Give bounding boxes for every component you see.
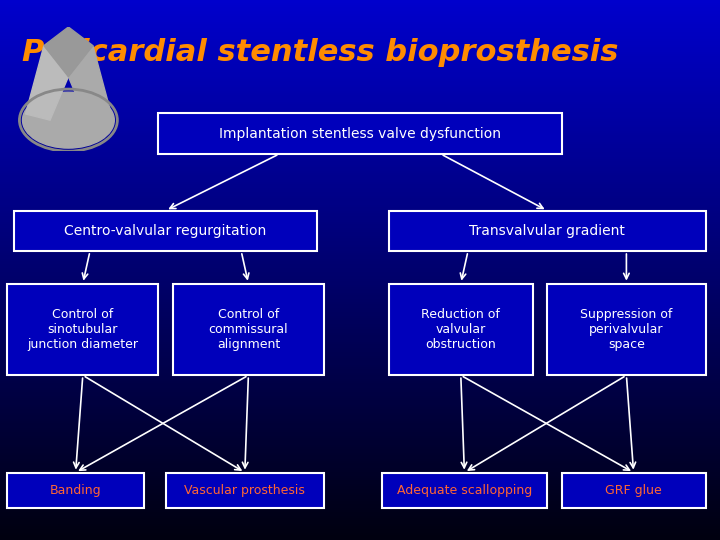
Text: Pericardial stentless bioprosthesis: Pericardial stentless bioprosthesis (22, 38, 618, 67)
Text: GRF glue: GRF glue (606, 483, 662, 497)
Text: Reduction of
valvular
obstruction: Reduction of valvular obstruction (421, 308, 500, 351)
FancyBboxPatch shape (382, 472, 547, 508)
Text: Control of
commissural
alignment: Control of commissural alignment (209, 308, 288, 351)
FancyBboxPatch shape (562, 472, 706, 508)
Text: Centro-valvular regurgitation: Centro-valvular regurgitation (65, 224, 266, 238)
Polygon shape (44, 27, 93, 77)
Text: Banding: Banding (50, 483, 102, 497)
Polygon shape (68, 45, 112, 120)
FancyBboxPatch shape (166, 472, 324, 508)
FancyBboxPatch shape (7, 284, 158, 375)
Text: Suppression of
perivalvular
space: Suppression of perivalvular space (580, 308, 672, 351)
Text: Transvalvular gradient: Transvalvular gradient (469, 224, 625, 238)
FancyBboxPatch shape (389, 284, 533, 375)
FancyBboxPatch shape (389, 211, 706, 251)
Text: Control of
sinotubular
junction diameter: Control of sinotubular junction diameter (27, 308, 138, 351)
Text: Vascular prosthesis: Vascular prosthesis (184, 483, 305, 497)
Polygon shape (26, 45, 68, 120)
Text: Adequate scallopping: Adequate scallopping (397, 483, 532, 497)
FancyBboxPatch shape (547, 284, 706, 375)
FancyBboxPatch shape (158, 113, 562, 154)
FancyBboxPatch shape (14, 211, 317, 251)
FancyBboxPatch shape (173, 284, 324, 375)
Text: Implantation stentless valve dysfunction: Implantation stentless valve dysfunction (219, 127, 501, 140)
Ellipse shape (22, 92, 114, 148)
FancyBboxPatch shape (7, 472, 144, 508)
